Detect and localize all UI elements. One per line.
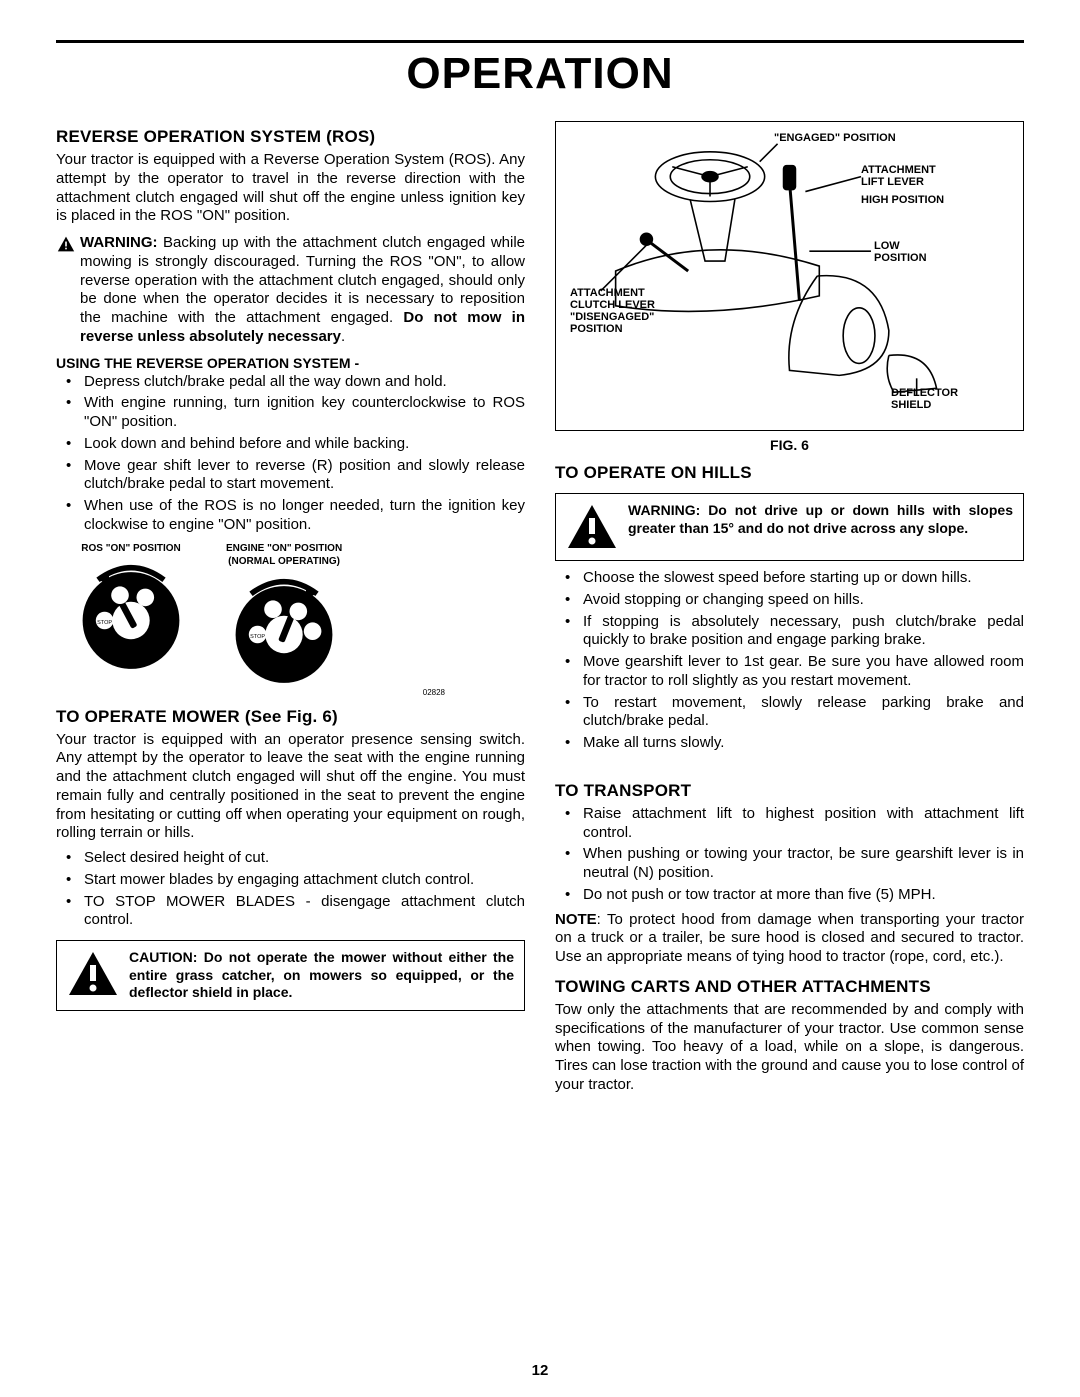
engine-on-figure: ENGINE "ON" POSITION (NORMAL OPERATING) … bbox=[226, 543, 342, 684]
hills-warning-box: WARNING: Do not drive up or down hills w… bbox=[555, 493, 1024, 561]
label-engaged: "ENGAGED" POSITION bbox=[774, 132, 896, 144]
list-item: Start mower blades by engaging attachmen… bbox=[56, 871, 525, 890]
transport-note: NOTE: To protect hood from damage when t… bbox=[555, 911, 1024, 967]
warning-icon bbox=[56, 235, 76, 253]
period: . bbox=[341, 328, 345, 345]
caution-box: CAUTION: Do not operate the mower withou… bbox=[56, 940, 525, 1011]
page-number: 12 bbox=[0, 1362, 1080, 1379]
list-item: Look down and behind before and while ba… bbox=[56, 435, 525, 454]
ros-warning-block: WARNING: Backing up with the attachment … bbox=[56, 234, 525, 347]
list-item: Move gearshift lever to 1st gear. Be sur… bbox=[555, 653, 1024, 691]
list-item: When pushing or towing your tractor, be … bbox=[555, 845, 1024, 883]
list-item: TO STOP MOWER BLADES - disengage attachm… bbox=[56, 893, 525, 931]
transport-bullet-list: Raise attachment lift to highest positio… bbox=[555, 805, 1024, 905]
list-item: Choose the slowest speed before starting… bbox=[555, 569, 1024, 588]
list-item: If stopping is absolutely necessary, pus… bbox=[555, 613, 1024, 651]
list-item: Depress clutch/brake pedal all the way d… bbox=[56, 373, 525, 392]
label-defl1: DEFLECTOR bbox=[891, 387, 958, 399]
caution-text: CAUTION: Do not operate the mower withou… bbox=[129, 949, 514, 1002]
list-item: Avoid stopping or changing speed on hill… bbox=[555, 591, 1024, 610]
label-clutch2: CLUTCH LEVER bbox=[570, 299, 655, 311]
ros-on-figure: ROS "ON" POSITION STOP bbox=[76, 543, 186, 671]
label-clutch4: POSITION bbox=[570, 323, 623, 335]
hills-heading: TO OPERATE ON HILLS bbox=[555, 463, 1024, 483]
ignition-key-engine-icon: STOP bbox=[229, 574, 339, 684]
label-lift1: ATTACHMENT bbox=[861, 164, 936, 176]
label-clutch3: "DISENGAGED" bbox=[570, 311, 654, 323]
warning-icon bbox=[566, 502, 618, 552]
transport-heading: TO TRANSPORT bbox=[555, 781, 1024, 801]
label-defl2: SHIELD bbox=[891, 399, 931, 411]
list-item: Move gear shift lever to reverse (R) pos… bbox=[56, 457, 525, 495]
towing-paragraph: Tow only the attachments that are recomm… bbox=[555, 1001, 1024, 1095]
label-low2: POSITION bbox=[874, 252, 927, 264]
caution-icon bbox=[67, 949, 119, 999]
ros-bullet-list: Depress clutch/brake pedal all the way d… bbox=[56, 373, 525, 535]
warning-label: WARNING: bbox=[80, 234, 158, 251]
hills-warning-text: WARNING: Do not drive up or down hills w… bbox=[628, 502, 1013, 552]
engine-on-caption-l2: (NORMAL OPERATING) bbox=[228, 556, 340, 568]
list-item: Make all turns slowly. bbox=[555, 734, 1024, 753]
tractor-diagram-icon bbox=[556, 122, 1023, 430]
ignition-key-ros-icon: STOP bbox=[76, 560, 186, 670]
svg-text:STOP: STOP bbox=[250, 633, 265, 639]
columns: REVERSE OPERATION SYSTEM (ROS) Your trac… bbox=[56, 117, 1024, 1101]
right-column: "ENGAGED" POSITION ATTACHMENT LIFT LEVER… bbox=[555, 117, 1024, 1101]
ros-heading: REVERSE OPERATION SYSTEM (ROS) bbox=[56, 127, 525, 147]
list-item: When use of the ROS is no longer needed,… bbox=[56, 497, 525, 535]
list-item: Select desired height of cut. bbox=[56, 849, 525, 868]
mower-paragraph: Your tractor is equipped with an operato… bbox=[56, 731, 525, 844]
ros-on-caption: ROS "ON" POSITION bbox=[81, 543, 181, 555]
note-label: NOTE bbox=[555, 911, 597, 928]
svg-text:STOP: STOP bbox=[97, 620, 112, 626]
towing-heading: TOWING CARTS AND OTHER ATTACHMENTS bbox=[555, 977, 1024, 997]
figure-6-box: "ENGAGED" POSITION ATTACHMENT LIFT LEVER… bbox=[555, 121, 1024, 431]
label-low1: LOW bbox=[874, 240, 900, 252]
left-column: REVERSE OPERATION SYSTEM (ROS) Your trac… bbox=[56, 117, 525, 1101]
key-position-figures: ROS "ON" POSITION STOP ENGINE "ON" POSIT… bbox=[76, 543, 525, 684]
engine-on-caption-l1: ENGINE "ON" POSITION bbox=[226, 543, 342, 555]
list-item: With engine running, turn ignition key c… bbox=[56, 394, 525, 432]
note-text: : To protect hood from damage when trans… bbox=[555, 911, 1024, 966]
label-clutch1: ATTACHMENT bbox=[570, 287, 645, 299]
ros-paragraph: Your tractor is equipped with a Reverse … bbox=[56, 151, 525, 226]
page-title: OPERATION bbox=[56, 49, 1024, 99]
label-high: HIGH POSITION bbox=[861, 194, 944, 206]
hills-bullet-list: Choose the slowest speed before starting… bbox=[555, 569, 1024, 753]
using-ros-heading: USING THE REVERSE OPERATION SYSTEM - bbox=[56, 355, 525, 371]
mower-bullet-list: Select desired height of cut. Start mowe… bbox=[56, 849, 525, 930]
label-lift2: LIFT LEVER bbox=[861, 176, 924, 188]
mower-heading: TO OPERATE MOWER (See Fig. 6) bbox=[56, 707, 525, 727]
list-item: Raise attachment lift to highest positio… bbox=[555, 805, 1024, 843]
figure-id: 02828 bbox=[56, 688, 445, 697]
ros-warning-text: WARNING: Backing up with the attachment … bbox=[80, 234, 525, 347]
list-item: To restart movement, slowly release park… bbox=[555, 694, 1024, 732]
list-item: Do not push or tow tractor at more than … bbox=[555, 886, 1024, 905]
top-rule bbox=[56, 40, 1024, 43]
figure-6-caption: FIG. 6 bbox=[555, 437, 1024, 453]
